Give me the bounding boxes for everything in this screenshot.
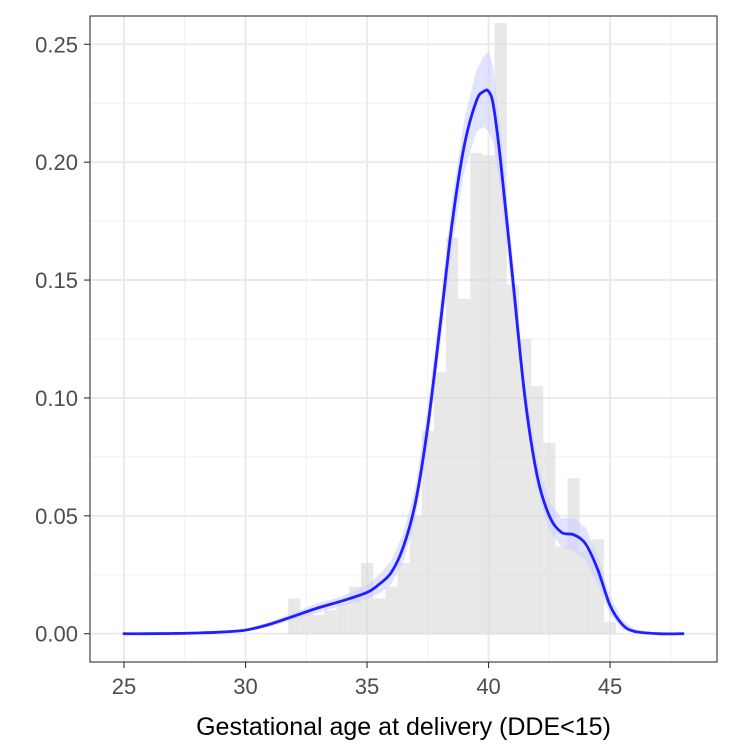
histogram-bar <box>312 614 325 634</box>
histogram-bar <box>603 621 617 634</box>
y-tick-label: 0.10 <box>35 386 78 411</box>
histogram-bars <box>288 23 617 634</box>
density-confidence-band <box>124 51 683 634</box>
y-tick-label: 0.00 <box>35 622 78 647</box>
x-tick-label: 25 <box>112 674 136 699</box>
histogram-bar <box>555 546 568 634</box>
histogram-bar <box>324 610 337 634</box>
panel-border <box>89 15 718 663</box>
x-axis: 25 30 35 40 45 <box>112 662 622 699</box>
histogram-bar <box>506 284 519 634</box>
histogram-bar <box>397 562 410 634</box>
y-axis: 0.00 0.05 0.10 0.15 0.20 0.25 <box>35 32 90 647</box>
x-tick-label: 30 <box>233 674 257 699</box>
x-axis-title: Gestational age at delivery (DDE<15) <box>196 713 611 741</box>
histogram-bar <box>579 551 592 634</box>
density-curve <box>122 88 685 636</box>
y-tick-label: 0.15 <box>35 268 78 293</box>
density-curve-layer <box>122 88 685 636</box>
histogram-bar <box>446 237 459 634</box>
histogram-bar <box>482 155 495 634</box>
histogram-bar <box>385 586 398 634</box>
x-tick-label: 45 <box>598 674 622 699</box>
histogram-bar <box>409 515 422 634</box>
x-tick-label: 35 <box>355 674 379 699</box>
histogram-bar <box>543 442 556 634</box>
histogram-bar <box>433 372 447 634</box>
histogram-bar <box>567 478 580 634</box>
confidence-band <box>124 51 683 634</box>
histogram-bar <box>458 298 471 634</box>
histogram-bar <box>336 603 349 634</box>
histogram-bar <box>470 152 483 634</box>
y-tick-label: 0.25 <box>35 32 78 57</box>
y-tick-label: 0.20 <box>35 150 78 175</box>
x-tick-label: 40 <box>476 674 500 699</box>
y-tick-label: 0.05 <box>35 504 78 529</box>
histogram-bar <box>373 598 386 634</box>
histogram-bar <box>421 430 434 634</box>
histogram-bar <box>531 386 544 634</box>
